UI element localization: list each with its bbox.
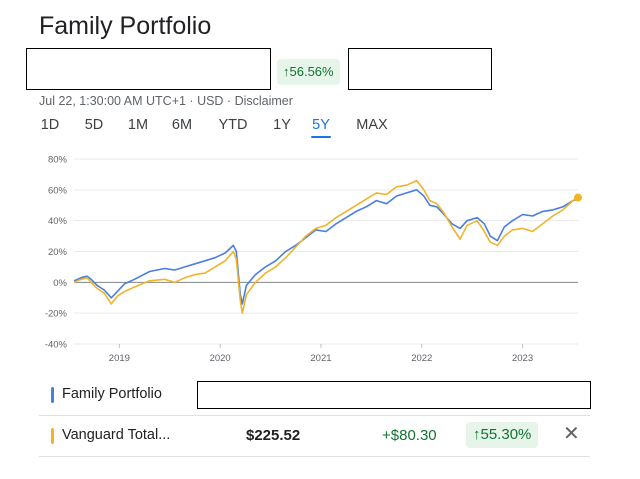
range-tab-6m[interactable]: 6M: [171, 117, 193, 133]
x-tick-label: 2019: [109, 353, 130, 364]
legend-change-pct: 55.30%: [480, 426, 532, 443]
legend-change-chip: ↑55.30%: [466, 422, 539, 448]
legend-row-vanguard[interactable]: Vanguard Total... $225.52 +$80.30 ↑55.30…: [39, 416, 590, 457]
x-tick-label: 2023: [512, 353, 533, 364]
y-tick-label: 60%: [48, 185, 68, 196]
redacted-value-box: [26, 48, 271, 90]
y-tick-label: -40%: [45, 340, 68, 351]
meta-line: Jul 22, 1:30:00 AM UTC+1 · USD · Disclai…: [39, 94, 293, 108]
series-end-dot: [574, 193, 582, 202]
legend-row-family-portfolio[interactable]: Family Portfolio: [39, 375, 591, 416]
range-tab-5y[interactable]: 5Y: [311, 117, 331, 138]
legend-price: $225.52: [246, 427, 301, 444]
redacted-legend-values: [197, 381, 591, 409]
series-line-1: [73, 179, 579, 314]
x-tick-label: 2020: [210, 353, 231, 364]
arrow-up-icon: ↑: [473, 426, 481, 443]
page-title: Family Portfolio: [39, 12, 212, 40]
header-change-pct: 56.56%: [289, 64, 334, 79]
range-tab-5d[interactable]: 5D: [84, 117, 104, 133]
range-tab-1m[interactable]: 1M: [127, 117, 149, 133]
legend-name: Vanguard Total...: [62, 427, 171, 443]
series-line-0: [73, 189, 579, 305]
legend-change: +$80.30: [382, 427, 437, 444]
x-tick-label: 2022: [411, 353, 432, 364]
range-tab-ytd[interactable]: YTD: [218, 117, 248, 133]
y-tick-label: 20%: [48, 247, 68, 258]
range-tab-1d[interactable]: 1D: [40, 117, 60, 133]
y-tick-label: 0%: [53, 278, 67, 289]
header-change-chip: ↑56.56%: [277, 59, 340, 85]
y-tick-label: 80%: [48, 155, 68, 166]
range-tab-max[interactable]: MAX: [356, 117, 388, 133]
redacted-change-box: [348, 48, 492, 90]
series-color-swatch: [51, 428, 54, 444]
arrow-up-icon: ↑: [283, 64, 290, 79]
y-tick-label: 40%: [48, 216, 68, 227]
range-tab-1y[interactable]: 1Y: [273, 117, 291, 133]
legend-name: Family Portfolio: [62, 386, 162, 402]
series-color-swatch: [51, 387, 54, 403]
close-icon[interactable]: ✕: [563, 423, 580, 445]
range-tabs: 1D 5D 1M 6M YTD 1Y 5Y MAX: [39, 117, 389, 138]
y-tick-label: -20%: [45, 309, 68, 320]
performance-chart[interactable]: 80% 60% 40% 20% 0% -20% -40% 2019 2020 2021 2022 20…: [0, 148, 640, 368]
x-tick-label: 2021: [310, 353, 331, 364]
